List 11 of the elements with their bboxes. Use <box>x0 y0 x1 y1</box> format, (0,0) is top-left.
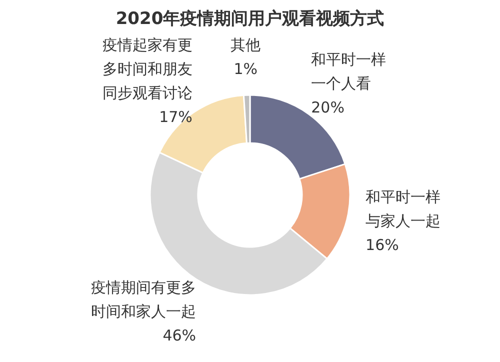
chart-title: 2020年疫情期间用户观看视频方式 <box>116 9 384 29</box>
data-label: 17% <box>159 108 192 126</box>
data-label: 16% <box>366 236 399 254</box>
slice-label: 和平时一样一个人看 <box>311 50 386 92</box>
slice-label: 和平时一样与家人一起 <box>366 188 441 230</box>
slice-label: 疫情起家有更多时间和朋友同步观看讨论 <box>102 36 192 102</box>
data-label: 46% <box>162 326 196 345</box>
slice-label: 疫情期间有更多时间和家人一起 <box>91 278 196 321</box>
data-label: 20% <box>311 98 344 116</box>
slice-label: 其他 <box>230 36 261 54</box>
data-label: 1% <box>234 60 258 78</box>
